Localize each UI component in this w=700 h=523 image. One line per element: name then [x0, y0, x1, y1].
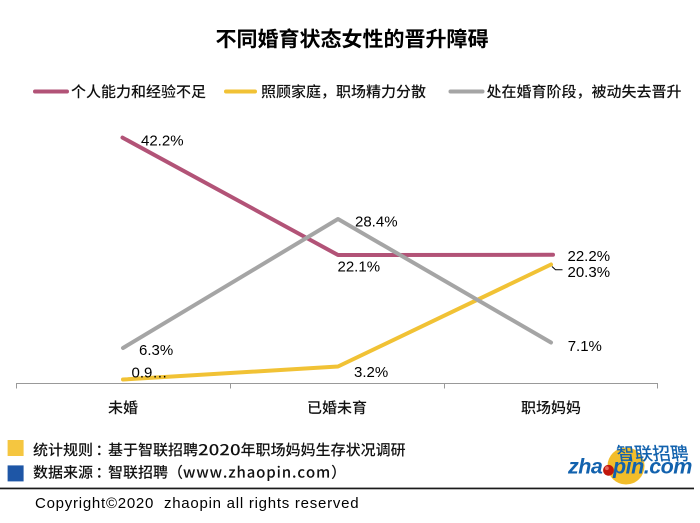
svg-text:20.3%: 20.3%: [568, 264, 611, 281]
svg-text:7.1%: 7.1%: [568, 338, 602, 355]
svg-text:0.9…: 0.9…: [132, 365, 168, 382]
svg-text:3.2%: 3.2%: [354, 364, 388, 381]
svg-text:22.2%: 22.2%: [568, 248, 611, 265]
svg-text:pin.com: pin.com: [612, 455, 692, 479]
svg-text:22.1%: 22.1%: [338, 259, 381, 276]
svg-text:zha: zha: [567, 455, 603, 479]
svg-text:6.3%: 6.3%: [139, 342, 173, 359]
svg-text:42.2%: 42.2%: [141, 132, 184, 149]
svg-text:Copyright©2020 zhaopin all ri: Copyright©2020 zhaopin all rights reserv…: [35, 495, 359, 512]
svg-text:28.4%: 28.4%: [355, 213, 398, 230]
